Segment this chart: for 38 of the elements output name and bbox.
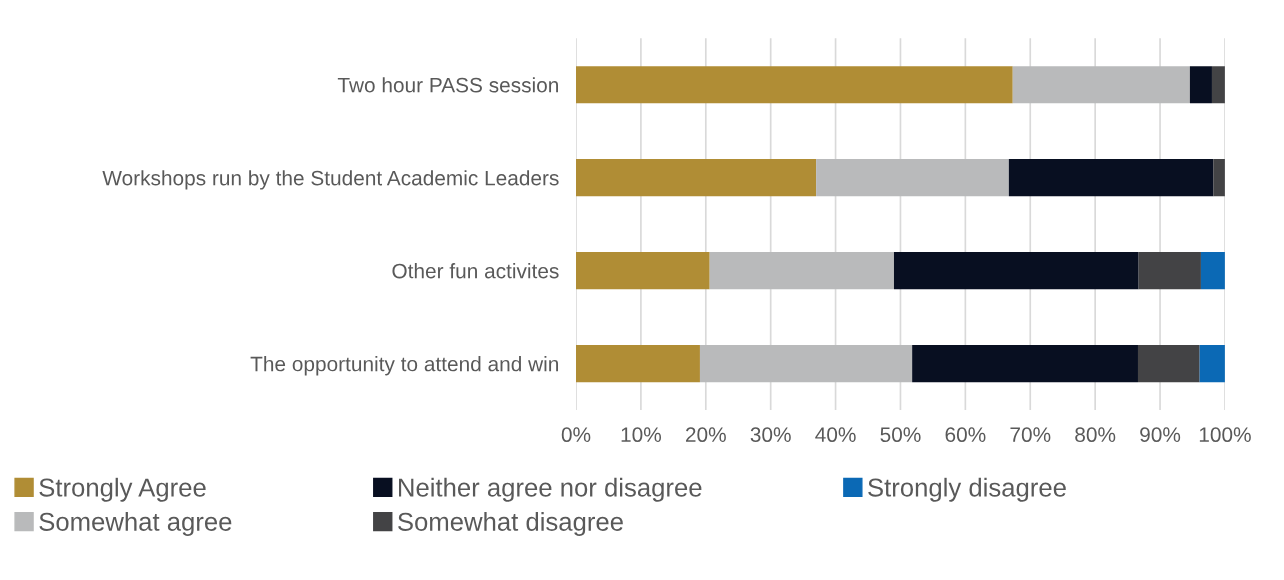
x-tick-label: 70% (1010, 427, 1051, 443)
bar (1138, 252, 1201, 290)
bar (816, 159, 1009, 197)
x-tick-label: 10% (621, 427, 661, 443)
bar (893, 252, 1139, 290)
bar (1012, 66, 1190, 104)
bar (576, 159, 817, 197)
legend-label: Neither agree nor disagree (399, 477, 702, 502)
x-tick-label: 20% (685, 427, 726, 443)
bar (1189, 66, 1212, 104)
legend-label: Somewhat disagree (398, 512, 623, 536)
bar (1199, 345, 1225, 383)
bar (699, 345, 913, 383)
y-tick-label: Other fun activites (392, 263, 559, 279)
legend-label: Strongly disagree (868, 477, 1066, 502)
x-tick-label: 30% (750, 427, 791, 443)
x-tick-label: 100% (1199, 427, 1251, 443)
y-tick-label: Two hour PASS session (337, 77, 558, 93)
legend-label: Somewhat agree (39, 512, 232, 536)
y-tick-label: The opportunity to attend and win (250, 356, 559, 376)
bar (576, 252, 710, 290)
y-tick-label: Workshops run by the Student Academic Leaders (102, 170, 559, 190)
bar (1211, 66, 1225, 104)
x-tick-label: 60% (945, 427, 986, 443)
x-tick-label: 40% (815, 427, 856, 443)
legend-label: Strongly Agree (39, 477, 206, 502)
bar (576, 66, 1013, 104)
x-tick-label: 50% (880, 427, 921, 443)
x-tick-label: 90% (1140, 427, 1181, 443)
bar (1137, 345, 1200, 383)
bar (709, 252, 894, 290)
bar (1008, 159, 1214, 197)
x-tick-label: 80% (1075, 427, 1116, 443)
x-tick-label: 0% (561, 427, 591, 443)
bar (576, 345, 700, 383)
bar (1200, 252, 1225, 290)
bar (1213, 159, 1225, 197)
bar (912, 345, 1138, 383)
